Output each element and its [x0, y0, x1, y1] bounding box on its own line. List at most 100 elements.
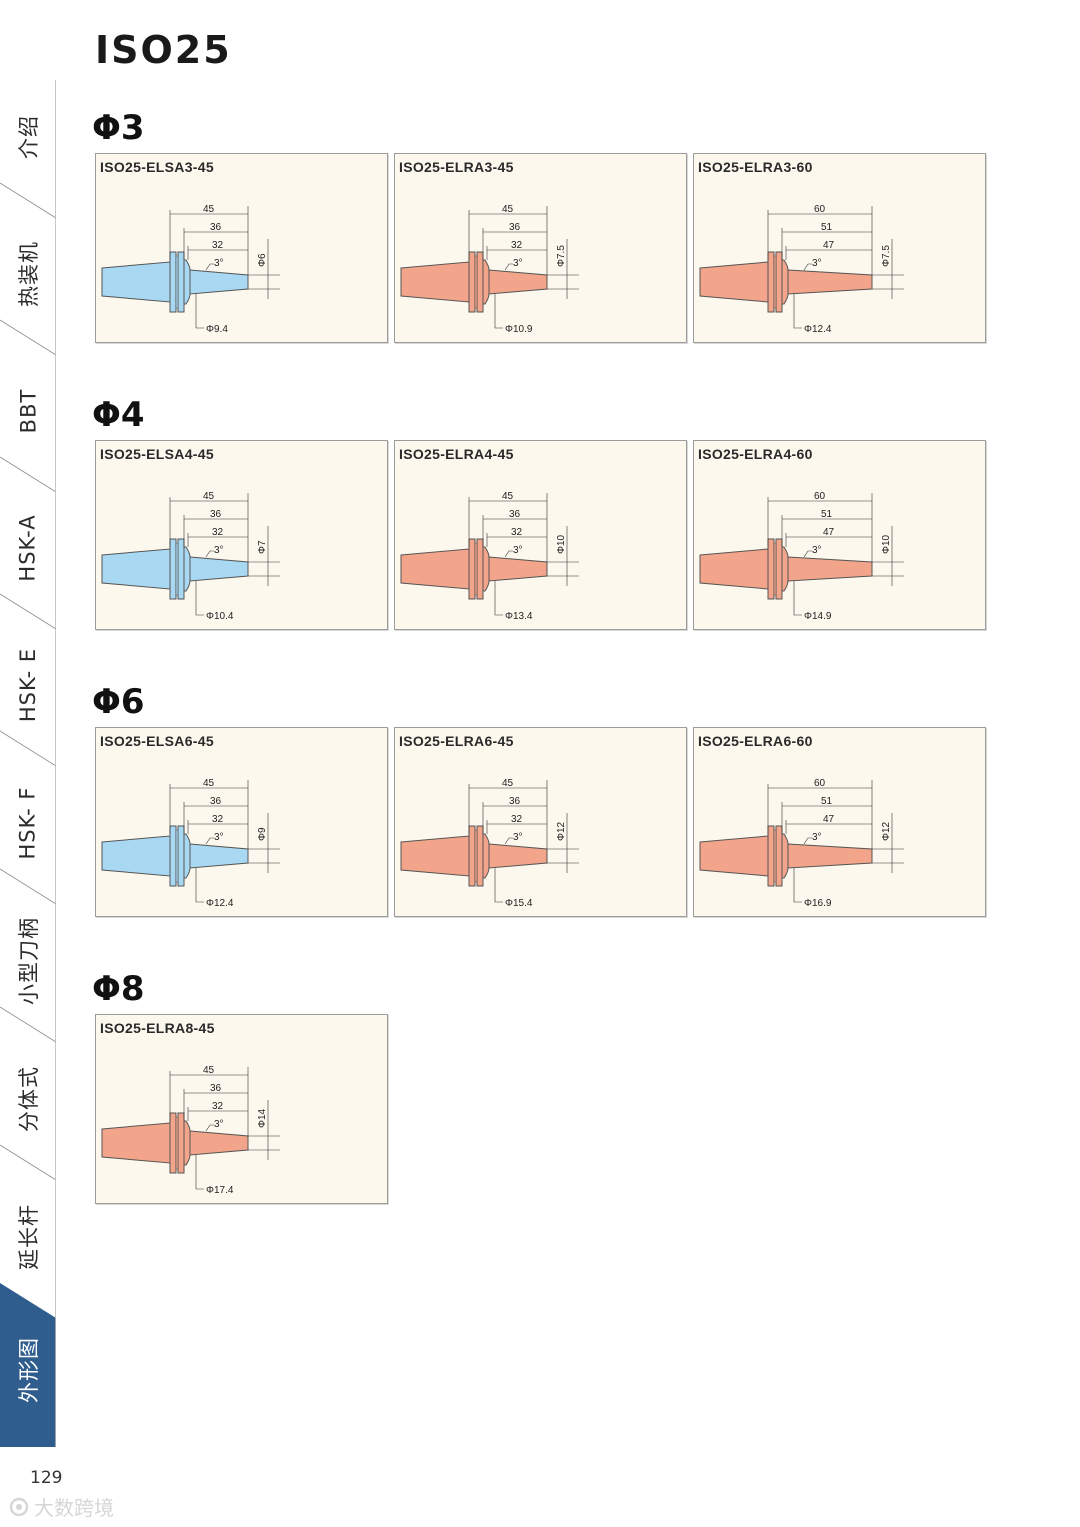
active-tab-background [0, 1283, 56, 1447]
flange-left [169, 825, 177, 887]
taper-angle-label: 3° [214, 545, 224, 556]
dimension-lines [169, 206, 280, 329]
taper-angle-label: 3° [513, 545, 523, 556]
holder-nose [189, 269, 249, 295]
section-title: Φ4 [92, 395, 145, 435]
holder-nose [787, 556, 873, 582]
sidebar-tab[interactable]: HSK- F [0, 766, 56, 879]
flange-groove [175, 542, 179, 596]
bore-diameter-label: Φ12 [881, 821, 892, 841]
dimension-lines [468, 780, 579, 903]
holder-neck [781, 546, 789, 592]
dimension-mid-length: 36 [210, 222, 222, 233]
nose-diameter-label: Φ13.4 [505, 611, 533, 622]
taper-angle-label: 3° [812, 832, 822, 843]
flange-groove [175, 1116, 179, 1170]
holder-card[interactable]: 45 36 32 3° Φ15.4 Φ12 ISO25-ELRA6-45 [394, 727, 687, 917]
diameter-leader [494, 868, 503, 903]
holder-card[interactable]: 60 51 47 3° Φ12.4 Φ7.5 ISO25-ELRA3-60 [693, 153, 986, 343]
dimension-mid-length: 51 [821, 509, 833, 520]
holder-drawing [699, 538, 873, 600]
holder-neck [183, 546, 191, 592]
dimension-lines [468, 206, 579, 329]
holder-card[interactable]: 60 51 47 3° Φ14.9 Φ10 ISO25-ELRA4-60 [693, 440, 986, 630]
angle-leader [205, 1124, 214, 1132]
taper-shank [101, 835, 171, 877]
bore-diameter-label: Φ7.5 [881, 245, 892, 267]
diameter-leader [494, 294, 503, 329]
bore-diameter-label: Φ7 [257, 540, 268, 554]
taper-shank [400, 261, 470, 303]
dimension-lines [169, 1067, 280, 1190]
sidebar-tab-label: HSK- F [16, 785, 40, 860]
card-model-title: ISO25-ELRA3-60 [698, 159, 813, 175]
dimension-mid-length: 36 [210, 1083, 222, 1094]
diameter-leader [195, 294, 204, 329]
card-model-title: ISO25-ELRA4-60 [698, 446, 813, 462]
sidebar-tab[interactable]: BBT [0, 355, 56, 467]
dimension-lines [169, 780, 280, 903]
holder-card[interactable]: 45 36 32 3° Φ13.4 Φ10 ISO25-ELRA4-45 [394, 440, 687, 630]
flange-right [177, 251, 185, 313]
holder-drawing [699, 825, 873, 887]
sidebar-tab[interactable]: 延长杆 [0, 1180, 56, 1293]
holder-card[interactable]: 45 36 32 3° Φ9.4 Φ6 ISO25-ELSA3-45 [95, 153, 388, 343]
flange-right [476, 251, 484, 313]
holder-diagram: 45 36 32 3° Φ10.4 Φ7 [101, 491, 280, 622]
nose-diameter-label: Φ10.9 [505, 324, 533, 335]
card-model-title: ISO25-ELRA8-45 [100, 1020, 215, 1036]
holder-card[interactable]: 45 36 32 3° Φ10.4 Φ7 ISO25-ELSA4-45 [95, 440, 388, 630]
dimension-lines [767, 780, 904, 903]
sidebar-tab[interactable]: 热装机 [0, 218, 56, 330]
holder-nose [189, 843, 249, 869]
holder-card[interactable]: 45 36 32 3° Φ17.4 Φ14 ISO25-ELRA8-45 [95, 1014, 388, 1204]
flange-groove [773, 542, 777, 596]
flange-groove [773, 829, 777, 883]
taper-shank [400, 548, 470, 590]
sidebar-tab[interactable]: 介绍 [0, 80, 56, 193]
sidebar-divider [0, 182, 56, 219]
angle-leader [504, 550, 513, 558]
holder-neck [482, 546, 490, 592]
dimension-overall-length: 45 [203, 204, 215, 215]
sidebar-tab[interactable]: 外形图 [0, 1318, 56, 1422]
dimension-lines [468, 493, 579, 616]
flange-groove [773, 255, 777, 309]
taper-angle-label: 3° [513, 832, 523, 843]
sidebar-divider [0, 456, 56, 493]
bore-diameter-label: Φ9 [257, 827, 268, 841]
taper-angle-label: 3° [812, 545, 822, 556]
angle-leader [803, 837, 812, 845]
holder-card[interactable]: 45 36 32 3° Φ12.4 Φ9 ISO25-ELSA6-45 [95, 727, 388, 917]
dimension-nose-length: 32 [212, 814, 224, 825]
holder-diagram: 45 36 32 3° Φ10.9 Φ7.5 [400, 204, 579, 335]
holder-diagram: 60 51 473° Φ12.4 Φ7.5 [699, 204, 904, 335]
sidebar-tab[interactable]: HSK-A [0, 492, 56, 604]
card-model-title: ISO25-ELRA6-60 [698, 733, 813, 749]
flange-left [767, 251, 775, 313]
flange-right [177, 1112, 185, 1174]
sidebar-tab[interactable]: HSK- E [0, 629, 56, 741]
flange-left [169, 251, 177, 313]
holder-card[interactable]: 45 36 32 3° Φ10.9 Φ7.5 ISO25-ELRA3-45 [394, 153, 687, 343]
taper-shank [101, 261, 171, 303]
sidebar-tab[interactable]: 小型刀柄 [0, 904, 56, 1017]
card-model-title: ISO25-ELRA6-45 [399, 733, 514, 749]
flange-right [775, 538, 783, 600]
dimension-nose-length: 47 [823, 814, 835, 825]
dimension-lines [767, 206, 904, 329]
section-title: Φ6 [92, 682, 145, 722]
holder-drawing [699, 251, 873, 313]
holder-nose [787, 269, 873, 295]
watermark-logo-icon [9, 1497, 29, 1516]
sidebar-tab[interactable]: 分体式 [0, 1042, 56, 1155]
holder-card[interactable]: 60 51 47 3° Φ16.9 Φ12 ISO25-ELRA6-60 [693, 727, 986, 917]
flange-groove [474, 542, 478, 596]
angle-leader [205, 550, 214, 558]
dimension-mid-length: 36 [509, 509, 521, 520]
dimension-nose-length: 32 [511, 814, 523, 825]
nose-diameter-label: Φ16.9 [804, 898, 832, 909]
page-number: 129 [30, 1468, 63, 1488]
dimension-overall-length: 45 [203, 1065, 215, 1076]
flange-left [767, 825, 775, 887]
